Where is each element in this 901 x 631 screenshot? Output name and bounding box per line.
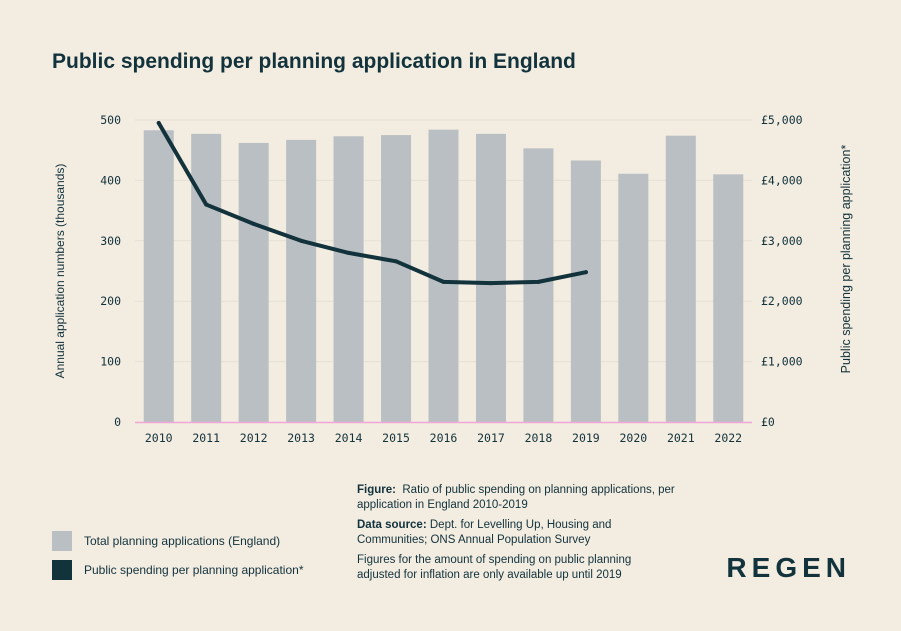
figure-caption-label: Figure: (357, 484, 396, 496)
x-tick-label: 2013 (287, 431, 315, 445)
chart-area: 0 100 200 300 400 500 £0 £1,000 £2,000 £3,000 £4,0… (53, 113, 853, 445)
x-tick-label: 2019 (572, 431, 600, 445)
footnote: Figures for the amount of spending on pu… (357, 554, 632, 581)
bar (286, 139, 317, 422)
line-point (346, 250, 351, 255)
figure-caption: Figure: Ratio of public spending on plan… (357, 483, 677, 513)
bar (523, 148, 554, 422)
line-point (156, 121, 161, 126)
bar (665, 135, 696, 423)
x-tick-label: 2020 (619, 431, 647, 445)
line-point (488, 281, 493, 286)
y-tick-label: 100 (100, 355, 121, 369)
bar (333, 136, 364, 423)
line-point (299, 238, 304, 243)
legend-label-spending: Public spending per planning application… (84, 563, 304, 577)
legend-label-applications: Total planning applications (England) (84, 534, 281, 548)
bar (381, 135, 412, 422)
bar (238, 142, 269, 422)
data-source-text: Dept. for Levelling Up, Housing and Comm… (357, 519, 612, 546)
y2-tick-label: £4,000 (761, 173, 803, 187)
figure-notes: Figure: Ratio of public spending on plan… (357, 483, 677, 588)
legend-item-spending: Public spending per planning application… (52, 559, 304, 581)
y-tick-label: 200 (100, 294, 121, 308)
y2-tick-label: £5,000 (761, 113, 803, 127)
line-point (441, 279, 446, 284)
bar (713, 174, 744, 422)
bar (191, 133, 222, 422)
data-source-label: Data source: (357, 519, 427, 531)
legend: Total planning applications (England) Pu… (52, 530, 304, 588)
y-tick-label: 0 (114, 415, 121, 429)
line-point (204, 202, 209, 207)
x-tick-label: 2021 (667, 431, 695, 445)
y-tick-label: 300 (100, 234, 121, 248)
chart-title: Public spending per planning application… (52, 50, 576, 73)
data-source: Data source: Dept. for Levelling Up, Hou… (357, 518, 677, 548)
x-tick-label: 2015 (382, 431, 410, 445)
y2-tick-label: £2,000 (761, 294, 803, 308)
line-point (583, 270, 588, 275)
x-tick-label: 2017 (477, 431, 505, 445)
x-tick-label: 2014 (335, 431, 363, 445)
bar (143, 130, 174, 422)
y-axis-label: Annual application numbers (thousands) (53, 164, 67, 379)
x-tick-label: 2016 (430, 431, 458, 445)
spending-line (156, 121, 588, 286)
x-tick-label: 2011 (192, 431, 220, 445)
line-point (251, 221, 256, 226)
y-tick-label: 500 (100, 113, 121, 127)
y2-tick-label: £1,000 (761, 355, 803, 369)
line-point (536, 279, 541, 284)
y-tick-label: 400 (100, 173, 121, 187)
y2-tick-label: £3,000 (761, 234, 803, 248)
x-tick-label: 2010 (145, 431, 173, 445)
x-tick-label: 2012 (240, 431, 268, 445)
figure-caption-text: Ratio of public spending on planning app… (357, 484, 675, 511)
y2-tick-label: £0 (761, 415, 775, 429)
x-tick-label: 2022 (714, 431, 742, 445)
legend-swatch-spending (52, 560, 72, 580)
regen-logo: REGEN (726, 552, 851, 583)
y2-axis-label: Public spending per planning application… (839, 145, 853, 374)
bar (570, 160, 601, 422)
x-tick-label: 2018 (525, 431, 553, 445)
bar (618, 173, 649, 422)
bar (475, 133, 506, 422)
legend-item-applications: Total planning applications (England) (52, 530, 304, 552)
legend-swatch-applications (52, 531, 72, 551)
line-point (394, 259, 399, 264)
